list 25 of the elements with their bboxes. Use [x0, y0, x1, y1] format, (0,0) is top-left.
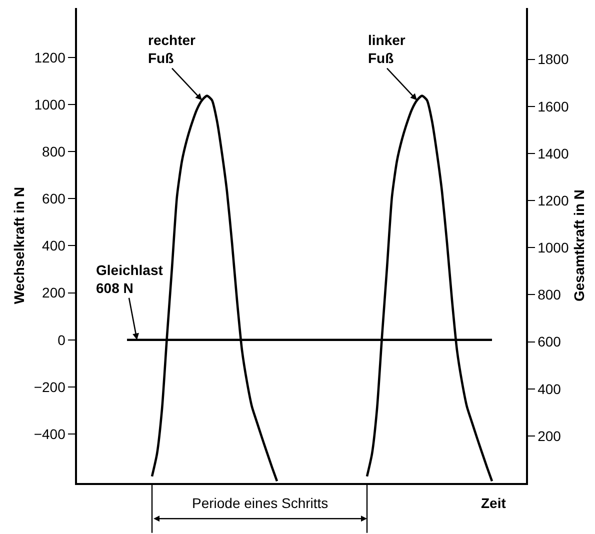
text: linker Fuß: [368, 32, 406, 66]
y-tick-label: 600: [42, 190, 66, 207]
y2-tick-label: 1800: [538, 51, 569, 68]
y2-axis-title: Gesamtkraft in N: [570, 189, 587, 302]
x-axis-title: Zeit: [481, 495, 506, 511]
y2-tick-label: 800: [538, 286, 562, 303]
y-tick-label: 200: [42, 284, 66, 301]
text: Periode eines Schritts: [192, 495, 328, 511]
text: rechter Fuß: [148, 32, 196, 66]
y2-tick-label: 1400: [538, 145, 569, 162]
y-tick-label: 1000: [34, 96, 66, 112]
y2-tick-label: 600: [538, 334, 562, 350]
y2-tick-label: 400: [538, 380, 562, 397]
text: Gleichlast 608 N: [96, 262, 164, 296]
y2-tick-label: 1200: [538, 192, 569, 208]
y-axis-title: Wechselkraft in N: [10, 186, 27, 304]
y-tick-label: 800: [42, 143, 66, 160]
y2-tick-label: 200: [538, 428, 562, 444]
y2-tick-label: 1000: [538, 240, 569, 256]
y-tick-label: 1200: [34, 49, 66, 66]
y-tick-label: −400: [34, 426, 66, 442]
y-tick-label: 0: [58, 332, 66, 348]
y-tick-label: −200: [34, 378, 66, 395]
y-tick-label: 400: [42, 238, 66, 254]
y2-tick-label: 1600: [538, 98, 569, 114]
